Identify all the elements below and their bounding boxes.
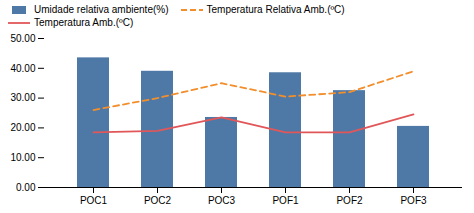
svg-text:POC1: POC1 [80,195,108,206]
svg-text:POF2: POF2 [336,195,363,206]
svg-text:POC3: POC3 [208,195,236,206]
svg-text:POF3: POF3 [400,195,427,206]
html-text:Temperatura Relativa Amb.(ºC): Temperatura Relativa Amb.(ºC) [206,4,345,15]
svg-text:POF1: POF1 [272,195,299,206]
svg-text:30.00: 30.00 [10,92,35,103]
svg-text:40.00: 40.00 [10,63,35,74]
svg-text:10.00: 10.00 [10,152,35,163]
html-text:Temperatura Amb.(ºC): Temperatura Amb.(ºC) [34,17,134,28]
svg-text:50.00: 50.00 [10,33,35,44]
svg-text:20.00: 20.00 [10,122,35,133]
html-text:Umidade relativa ambiente(%): Umidade relativa ambiente(%) [34,4,169,15]
svg-text:0.00: 0.00 [16,182,36,193]
svg-text:POC2: POC2 [144,195,172,206]
